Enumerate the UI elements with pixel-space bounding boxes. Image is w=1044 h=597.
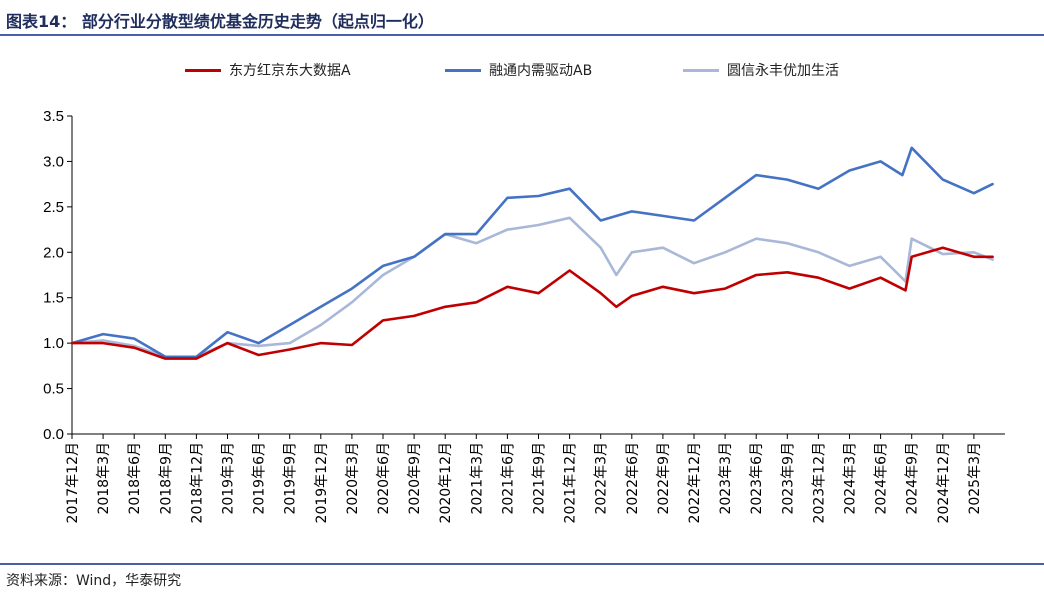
x-tick-label: 2018年3月: [96, 442, 112, 515]
x-tick-label: 2023年6月: [749, 442, 765, 515]
line-chart: 0.0 0.5 1.0 1.5 2.0 2.5 3.0 3.5 2017年12月 2018年3月 2…: [43, 108, 1005, 523]
legend-swatch-series-1: [185, 68, 221, 72]
x-tick-label: 2023年3月: [718, 442, 734, 515]
x-tick-label: 2018年6月: [127, 442, 143, 515]
legend-label-series-1: 东方红京东大数据A: [229, 63, 351, 79]
x-tick-label: 2023年9月: [780, 442, 796, 515]
x-tick-label: 2024年12月: [936, 442, 952, 523]
y-tick-label: 0.5: [43, 381, 64, 398]
legend-item-series-3: 圆信永丰优加生活: [683, 60, 839, 80]
legend-item-series-2: 融通内需驱动AB: [445, 60, 592, 80]
footer-divider: [0, 563, 1044, 565]
y-tick-label: 1.5: [43, 290, 64, 307]
source-note: 资料来源：Wind，华泰研究: [6, 573, 182, 589]
x-tick-label: 2019年12月: [314, 442, 330, 523]
x-tick-label: 2021年12月: [563, 442, 579, 523]
x-tick-label: 2019年9月: [283, 442, 299, 515]
x-tick-label: 2022年6月: [625, 442, 641, 515]
x-tick-label: 2021年9月: [532, 442, 548, 515]
chart-legend: 东方红京东大数据A 融通内需驱动AB 圆信永丰优加生活: [0, 60, 1044, 80]
x-tick-label: 2017年12月: [65, 442, 81, 523]
x-tick-label: 2022年3月: [594, 442, 610, 515]
x-tick-label: 2019年6月: [252, 442, 268, 515]
x-tick-label: 2018年12月: [189, 442, 205, 523]
x-tick-label: 2019年3月: [221, 442, 237, 515]
series-line-2: [70, 146, 994, 359]
x-tick-label: 2020年9月: [407, 442, 423, 515]
x-tick-label: 2024年6月: [874, 442, 890, 515]
x-tick-label: 2020年12月: [438, 442, 454, 523]
x-tick-label: 2020年3月: [345, 442, 361, 515]
header-divider: [0, 34, 1044, 36]
legend-label-series-2: 融通内需驱动AB: [489, 63, 593, 79]
legend-swatch-series-2: [445, 68, 481, 72]
x-tick-label: 2022年9月: [656, 442, 672, 515]
series-line-1: [70, 246, 994, 360]
x-tick-label: 2023年12月: [811, 442, 827, 523]
x-tick-label: 2018年9月: [158, 442, 174, 515]
y-tick-label: 3.5: [43, 108, 64, 125]
y-tick-label: 3.0: [43, 153, 64, 170]
x-tick-label: 2024年3月: [843, 442, 859, 515]
x-tick-label: 2022年12月: [687, 442, 703, 523]
header: 图表14： 部分行业分散型绩优基金历史走势（起点归一化）: [0, 0, 1044, 38]
legend-label-series-3: 圆信永丰优加生活: [727, 63, 839, 79]
y-tick-label: 2.0: [43, 244, 64, 261]
x-tick-label: 2021年6月: [500, 442, 516, 515]
x-tick-label: 2024年9月: [905, 442, 921, 515]
x-tick-label: 2020年6月: [376, 442, 392, 515]
series-line-3: [70, 216, 994, 359]
y-tick-label: 1.0: [43, 335, 64, 352]
x-tick-label: 2021年3月: [469, 442, 485, 515]
y-tick-label: 2.5: [43, 199, 64, 216]
legend-item-series-1: 东方红京东大数据A: [185, 60, 351, 80]
x-tick-label: 2025年3月: [967, 442, 983, 515]
figure-title: 图表14： 部分行业分散型绩优基金历史走势（起点归一化）: [6, 12, 434, 31]
legend-swatch-series-3: [683, 68, 719, 72]
y-tick-label: 0.0: [43, 426, 64, 443]
